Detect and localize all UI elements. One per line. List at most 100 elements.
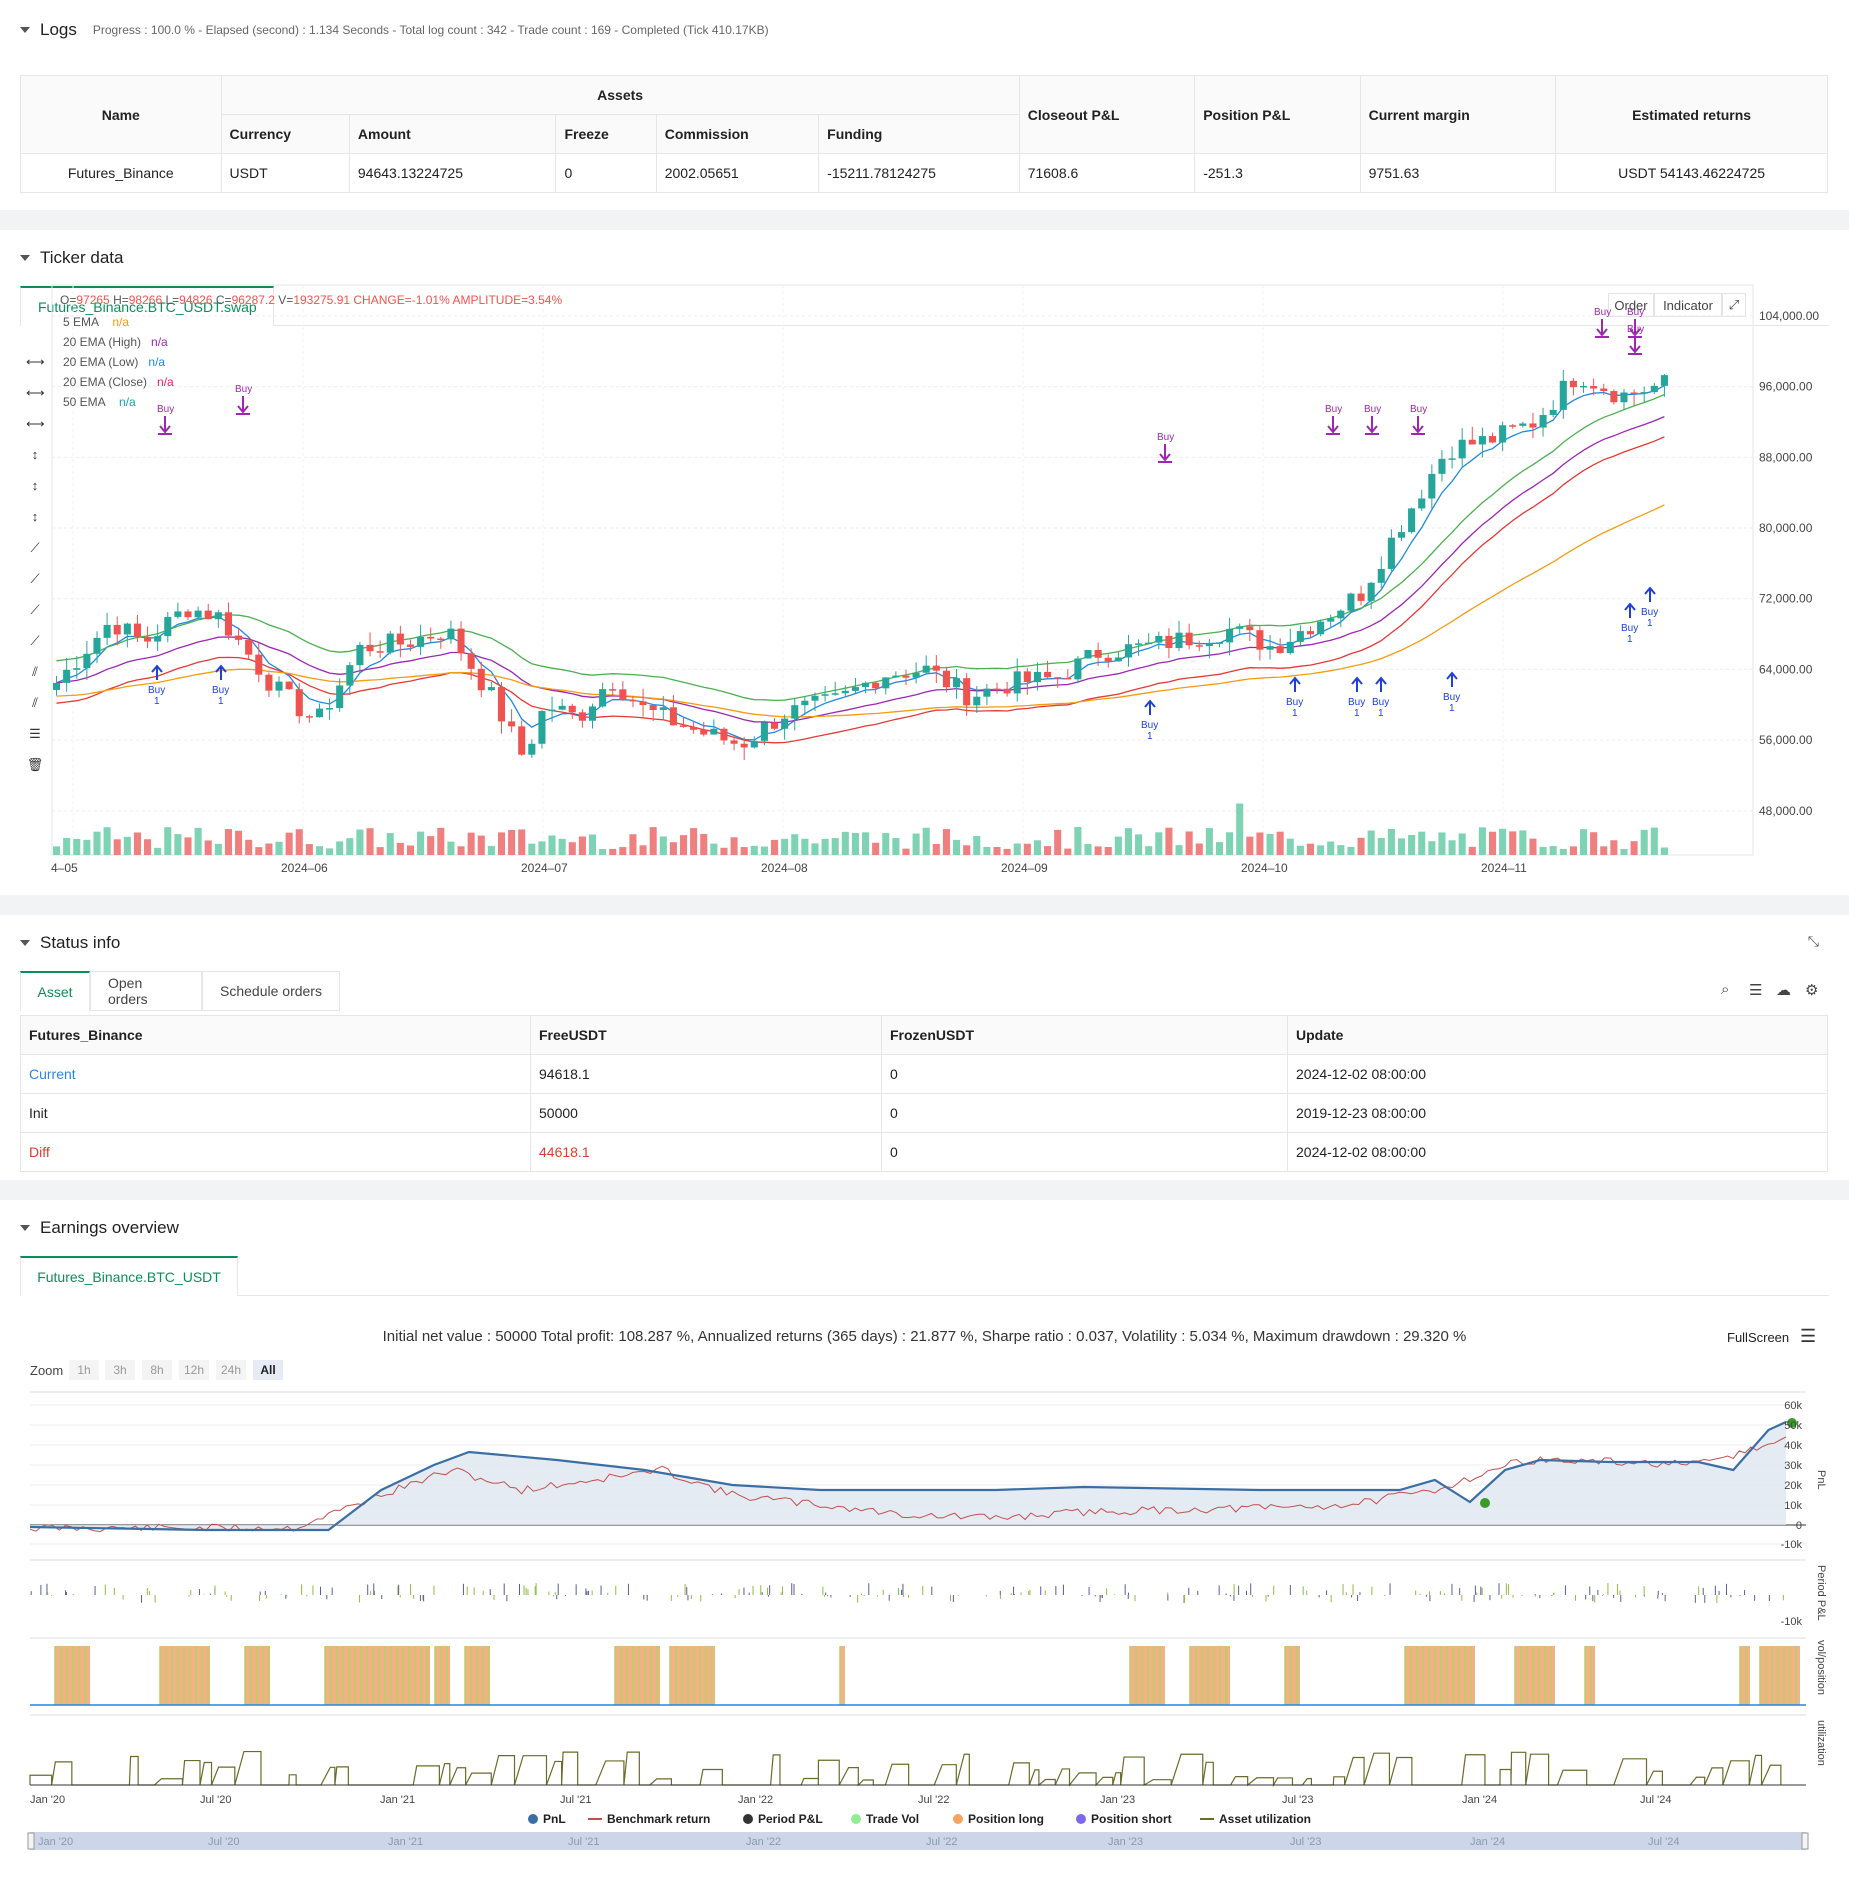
status-header[interactable]: Status info (20, 933, 120, 953)
volume-bar (245, 839, 253, 855)
legend-50ema[interactable]: 50 EMA n/a (63, 395, 136, 409)
volume-bar (1549, 846, 1557, 855)
cell-commission: 2002.05651 (655, 153, 820, 193)
candle-body (497, 687, 506, 722)
legend-20ema-close[interactable]: 20 EMA (Close) n/a (63, 375, 174, 389)
candle-body (336, 685, 344, 709)
vertical-segment-icon[interactable]: ↕ (31, 478, 39, 493)
candle-body (1317, 621, 1325, 635)
candle-body (690, 726, 698, 730)
fullscreen-button[interactable]: FullScreen (1727, 1330, 1790, 1345)
legend-pnl[interactable]: PnL (528, 1812, 566, 1826)
volume-bar (1428, 841, 1436, 855)
grid-lines-icon[interactable]: ☰ (29, 726, 41, 741)
parallel-channel-icon[interactable]: ⫽ (32, 664, 38, 679)
volume-bar (1630, 841, 1638, 855)
collapse-caret-icon[interactable] (20, 255, 30, 261)
volume-bar (831, 838, 839, 855)
candle-body (1175, 632, 1183, 649)
legend-position-short[interactable]: Position short (1076, 1812, 1172, 1826)
candle-body (396, 633, 404, 645)
ticker-header[interactable]: Ticker data (20, 248, 123, 268)
volume-bar (123, 836, 131, 855)
trash-icon[interactable]: 🗑 (26, 757, 44, 772)
candle-body (386, 633, 394, 653)
order-button[interactable]: Order (1608, 293, 1654, 317)
horizontal-line-icon[interactable]: ⟷ (26, 385, 45, 400)
cell-estimated: USDT 54143.46224725 (1555, 153, 1828, 193)
tab-asset[interactable]: Asset (20, 971, 90, 1011)
fibonacci-icon[interactable]: ⫽ (32, 695, 38, 710)
ohlc-volume: 193275.91 (293, 293, 351, 307)
candle-body (700, 729, 708, 735)
c-label: C= (215, 293, 232, 307)
cloud-download-icon[interactable]: ☁ (1776, 982, 1791, 999)
row-label-current[interactable]: Current (20, 1054, 531, 1094)
expand-icon[interactable]: ⤢ (1722, 293, 1746, 317)
legend-benchmark[interactable]: Benchmark return (588, 1812, 710, 1826)
candle-body (1246, 626, 1254, 631)
legend-trade-vol[interactable]: Trade Vol (851, 1812, 919, 1826)
buy-arrow-down-icon (1326, 416, 1340, 435)
collapse-caret-icon[interactable] (20, 940, 30, 946)
collapse-icon[interactable]: ⤡ (1807, 933, 1819, 949)
collapse-caret-icon[interactable] (20, 1225, 30, 1231)
zoom-3h[interactable]: 3h (105, 1360, 135, 1380)
candle-body (1579, 385, 1588, 388)
price-label-icon[interactable]: ⟋ (30, 633, 40, 648)
candle-body (831, 693, 839, 695)
th-free: FreeUSDT (530, 1015, 882, 1055)
legend-20ema-low[interactable]: 20 EMA (Low) n/a (63, 355, 166, 369)
candle-body (1519, 423, 1527, 426)
legend-5ema[interactable]: 5 EMA n/a (63, 315, 130, 329)
candle-body (528, 743, 536, 755)
collapse-caret-icon[interactable] (20, 27, 30, 33)
legend-dot-icon (953, 1814, 963, 1824)
table-row: Init 50000 0 2019-12-23 08:00:00 (20, 1093, 1828, 1133)
tab-btc-usdt[interactable]: Futures_Binance.BTC_USDT (20, 1256, 238, 1296)
candle-body (1387, 537, 1395, 569)
zoom-label: Zoom (30, 1363, 64, 1378)
legend-asset-util[interactable]: Asset utilization (1200, 1812, 1311, 1826)
menu-icon[interactable]: ☰ (1800, 1326, 1817, 1346)
zoom-all[interactable]: All (253, 1360, 283, 1380)
vertical-ray-icon[interactable]: ↕ (31, 509, 39, 524)
tab-divider (238, 1295, 1829, 1296)
ema-line (56, 393, 1665, 702)
indicator-button[interactable]: Indicator (1654, 293, 1722, 317)
volume-bar (235, 830, 243, 855)
zoom-8h[interactable]: 8h (142, 1360, 172, 1380)
indicator-legend: 5 EMA n/a 20 EMA (High) n/a 20 EMA (Low)… (63, 312, 174, 412)
legend-period-pnl[interactable]: Period P&L (743, 1812, 823, 1826)
logs-header[interactable]: Logs Progress : 100.0 % - Elapsed (secon… (20, 20, 769, 40)
zoom-24h[interactable]: 24h (216, 1360, 246, 1380)
candle-body (103, 624, 111, 638)
trend-line-icon[interactable]: ⟋ (30, 540, 40, 555)
volume-bar (1640, 829, 1648, 855)
earnings-header[interactable]: Earnings overview (20, 1218, 179, 1238)
candle-body (1549, 409, 1557, 415)
list-icon[interactable]: ☰ (1749, 982, 1763, 999)
horizontal-ray-icon[interactable]: ⟷ (26, 416, 45, 431)
search-icon[interactable]: ⌕ (1721, 981, 1730, 998)
volume-bar (194, 827, 202, 855)
buy-signal-label: Buy (1410, 404, 1427, 415)
zoom-1h[interactable]: 1h (69, 1360, 99, 1380)
tab-open-orders[interactable]: Open orders (90, 971, 202, 1011)
candle-body (487, 687, 495, 691)
zoom-12h[interactable]: 12h (179, 1360, 209, 1380)
volume-bar (295, 829, 303, 855)
settings-icon[interactable]: ⚙ (1805, 982, 1819, 999)
candle-body (113, 624, 121, 635)
legend-position-long[interactable]: Position long (953, 1812, 1044, 1826)
ray-line-icon[interactable]: ⟋ (30, 571, 40, 586)
th-position: Position P&L (1194, 75, 1361, 154)
volume-bar (942, 829, 950, 855)
segment-icon[interactable]: ⟋ (30, 602, 40, 617)
vertical-line-icon[interactable]: ↕ (31, 447, 39, 462)
crosshair-icon[interactable]: ⟷ (26, 354, 45, 369)
legend-20ema-high[interactable]: 20 EMA (High) n/a (63, 335, 168, 349)
candle-body (1165, 635, 1173, 649)
tab-schedule-orders[interactable]: Schedule orders (202, 971, 340, 1011)
